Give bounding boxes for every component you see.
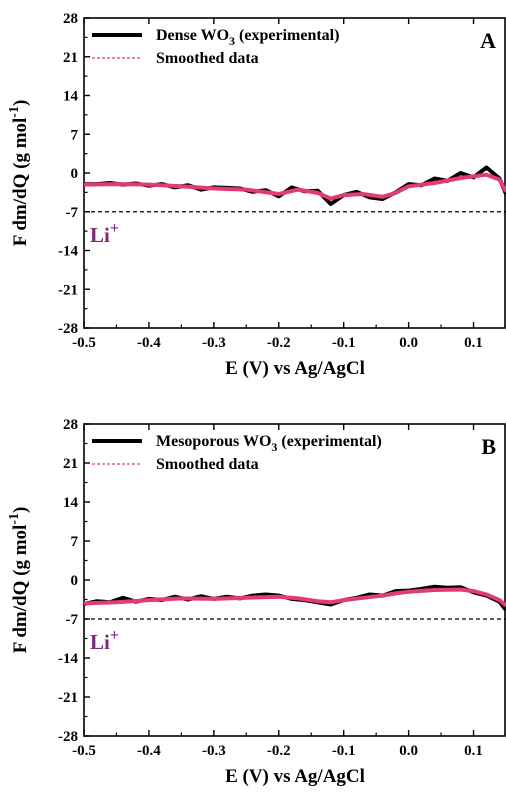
legend-text-sub: 3	[271, 440, 277, 454]
series-line-smoothed	[83, 172, 506, 201]
legend-text-main: Smoothed data	[156, 456, 259, 473]
legend-label-experimental: Dense WO3 (experimental)	[156, 27, 339, 48]
chart-panel-A: -0.5 -0.4 -0.3 -0.2 -0.1 0.0 0.1 28 21 14 7 0 -7 -14 -…	[7, 11, 506, 379]
y-tick-label: -14	[58, 244, 78, 260]
y-tick-label: 7	[71, 534, 79, 550]
legend-label-experimental: Mesoporous WO3 (experimental)	[156, 433, 382, 454]
legend-label-smoothed: Smoothed data	[156, 456, 259, 473]
x-tick-label: -0.2	[267, 335, 291, 351]
ion-label-main: Li	[90, 630, 110, 654]
y-tick-label: 14	[63, 495, 79, 511]
y-tick-label: -28	[58, 321, 78, 337]
y-axis-label: F dm/dQ (g mol-1)	[7, 507, 31, 654]
y-axis-label-end: )	[10, 100, 31, 106]
y-tick-label: -14	[58, 651, 78, 667]
ion-label: Li+	[90, 220, 119, 247]
y-tick-label: -28	[58, 729, 78, 745]
y-axis-label-sup: -1	[7, 106, 22, 118]
y-tick-label: -7	[66, 612, 79, 628]
x-tick-label: 0.1	[464, 743, 483, 759]
x-axis-label: E (V) vs Ag/AgCl	[225, 766, 365, 787]
x-tick-label: -0.1	[332, 743, 356, 759]
legend-label-smoothed: Smoothed data	[156, 50, 259, 67]
y-axis-label-main: F dm/dQ (g mol	[10, 118, 31, 247]
x-tick-label: -0.3	[202, 743, 226, 759]
y-tick-label: 21	[63, 50, 78, 66]
ion-label-sup: +	[110, 627, 119, 644]
x-tick-label: -0.4	[137, 743, 161, 759]
panel-label: B	[481, 434, 496, 459]
panel-label: A	[480, 28, 496, 53]
y-axis-label-main: F dm/dQ (g mol	[10, 525, 31, 654]
y-tick-label: 7	[71, 127, 79, 143]
x-axis-label: E (V) vs Ag/AgCl	[225, 358, 365, 379]
x-tick-label: -0.5	[72, 335, 96, 351]
legend-text-main: Mesoporous WO	[156, 433, 271, 450]
x-tick-label: -0.1	[332, 335, 356, 351]
plot-frame	[83, 17, 506, 329]
y-tick-label: -7	[66, 205, 79, 221]
x-tick-label: -0.3	[202, 335, 226, 351]
legend-text-main: Dense WO	[156, 27, 229, 44]
legend-text-main: Smoothed data	[156, 50, 259, 67]
legend-text-end: (experimental)	[235, 27, 339, 44]
y-tick-label: 0	[71, 166, 79, 182]
y-tick-label: 28	[63, 417, 78, 433]
x-tick-label: -0.4	[137, 335, 161, 351]
y-tick-label: 21	[63, 456, 78, 472]
y-tick-label: -21	[58, 282, 78, 298]
y-tick-label: 0	[71, 573, 79, 589]
x-tick-label: 0.0	[399, 743, 418, 759]
legend-text-sub: 3	[229, 34, 235, 48]
plot-frame	[83, 423, 506, 737]
y-axis-label-end: )	[10, 507, 31, 513]
x-tick-label: -0.2	[267, 743, 291, 759]
y-tick-label: 14	[63, 89, 79, 105]
y-tick-label: 28	[63, 11, 78, 27]
ion-label-main: Li	[90, 223, 110, 247]
legend-text-end: (experimental)	[277, 433, 381, 450]
series-line-smoothed	[83, 587, 506, 608]
ion-label: Li+	[90, 627, 119, 654]
chart-panel-B: -0.5 -0.4 -0.3 -0.2 -0.1 0.0 0.1 28 21 14 7 0 -7 -14 -…	[7, 417, 506, 787]
x-tick-label: 0.0	[399, 335, 418, 351]
y-tick-label: -21	[58, 690, 78, 706]
ion-label-sup: +	[110, 220, 119, 237]
x-tick-label: -0.5	[72, 743, 96, 759]
x-tick-label: 0.1	[464, 335, 483, 351]
y-axis-label: F dm/dQ (g mol-1)	[7, 100, 31, 247]
y-axis-label-sup: -1	[7, 513, 22, 525]
